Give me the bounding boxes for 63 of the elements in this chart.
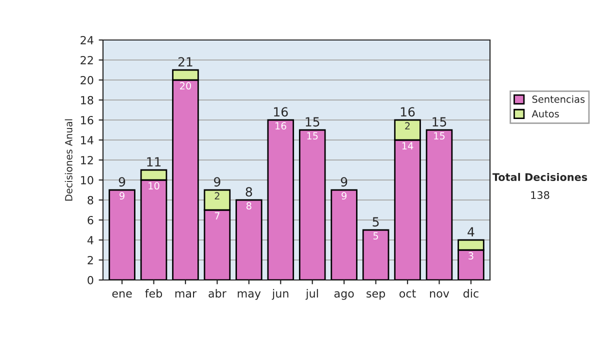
y-tick-label: 18 <box>81 96 94 104</box>
y-tick-label: 22 <box>80 56 93 64</box>
bar <box>298 129 326 280</box>
data-label: 5 <box>373 232 378 240</box>
total-label: 4 <box>468 227 474 236</box>
legend-label: Sentencias <box>532 95 585 103</box>
x-tick-label: abr <box>208 289 226 298</box>
data-label: 15 <box>307 132 318 140</box>
y-axis-title: Decisiones Anual <box>64 119 72 201</box>
bar <box>362 229 390 280</box>
y-tick-label: 20 <box>80 76 94 84</box>
data-label: 16 <box>276 122 286 130</box>
text: Total Decisiones <box>492 172 588 182</box>
x-tick-label: ene <box>112 291 132 298</box>
x-tick-label: nov <box>430 291 450 298</box>
total-label: 15 <box>306 117 320 127</box>
y-tick-label: 4 <box>87 236 94 244</box>
data-label: 20 <box>180 82 192 90</box>
y-tick-label: 2 <box>88 256 93 264</box>
legend-label: Autos <box>532 110 559 118</box>
total-label: 11 <box>147 157 161 166</box>
y-tick-label: 8 <box>88 196 94 204</box>
y-tick-label: 16 <box>81 116 94 124</box>
data-label: 9 <box>120 192 124 200</box>
x-tick-label: sep <box>366 291 386 300</box>
bar <box>267 119 294 280</box>
total-label: 16 <box>400 107 415 117</box>
x-tick-label: mar <box>175 291 197 298</box>
bar <box>108 189 136 280</box>
bar <box>236 199 262 280</box>
data-label: 2 <box>214 192 220 200</box>
x-tick-label: feb <box>145 289 162 298</box>
y-tick-label: 10 <box>81 176 94 184</box>
text: 138 <box>531 191 550 200</box>
total-label: 21 <box>178 57 192 66</box>
data-label: 3 <box>468 252 474 260</box>
total-label: 9 <box>214 177 220 187</box>
total-label: 5 <box>372 217 379 227</box>
x-tick-label: ago <box>334 291 354 300</box>
data-label: 15 <box>434 132 445 140</box>
y-tick-label: 14 <box>81 136 94 144</box>
x-tick-label: dic <box>463 289 478 298</box>
bar <box>330 189 358 280</box>
x-tick-label: jul <box>306 289 318 300</box>
data-label: 8 <box>246 202 252 210</box>
total-label: 9 <box>118 177 126 187</box>
y-tick-label: 6 <box>88 216 94 224</box>
bar <box>426 129 453 280</box>
data-label: 2 <box>405 122 410 130</box>
x-tick-label: oct <box>400 290 416 298</box>
total-label: 9 <box>340 177 348 187</box>
y-tick-label: 12 <box>81 156 93 164</box>
y-tick-label: 24 <box>80 36 94 44</box>
total-label: 15 <box>432 117 446 127</box>
x-tick-label: jun <box>272 289 288 300</box>
data-label: 10 <box>148 182 160 190</box>
x-tick-label: may <box>238 291 261 300</box>
data-label: 14 <box>402 142 414 150</box>
data-label: 9 <box>342 192 346 200</box>
y-tick-label: 0 <box>88 276 94 284</box>
total-label: 8 <box>246 187 252 197</box>
data-label: 7 <box>214 212 220 220</box>
total-label: 16 <box>274 107 288 117</box>
